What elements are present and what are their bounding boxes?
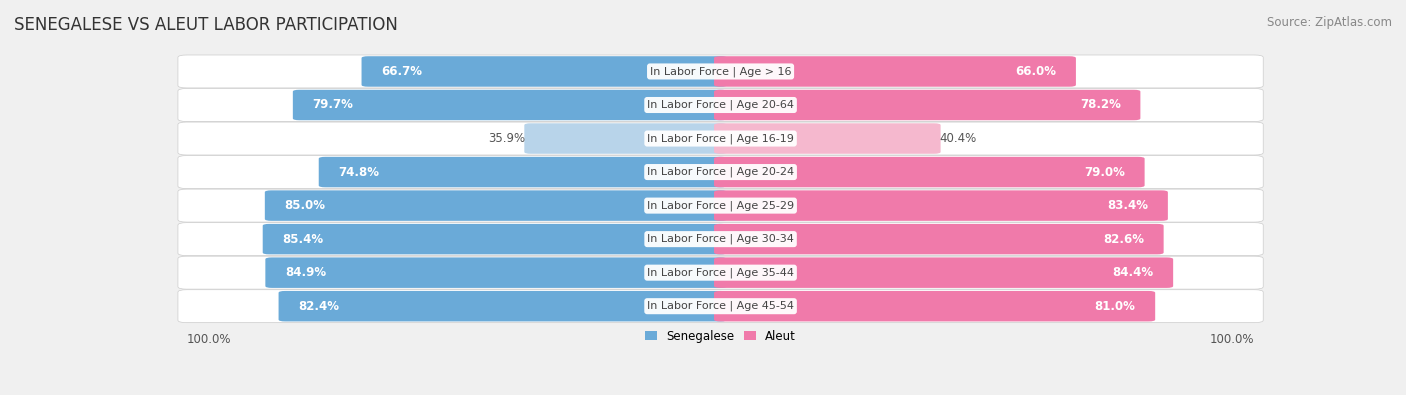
Text: SENEGALESE VS ALEUT LABOR PARTICIPATION: SENEGALESE VS ALEUT LABOR PARTICIPATION — [14, 16, 398, 34]
Text: In Labor Force | Age 35-44: In Labor Force | Age 35-44 — [647, 267, 794, 278]
FancyBboxPatch shape — [714, 190, 1168, 221]
Text: 84.9%: 84.9% — [285, 266, 326, 279]
Text: 84.4%: 84.4% — [1112, 266, 1153, 279]
Text: In Labor Force | Age 20-24: In Labor Force | Age 20-24 — [647, 167, 794, 177]
FancyBboxPatch shape — [361, 56, 727, 87]
FancyBboxPatch shape — [714, 123, 941, 154]
FancyBboxPatch shape — [179, 55, 1263, 88]
FancyBboxPatch shape — [714, 224, 1164, 254]
Text: 82.4%: 82.4% — [298, 300, 339, 313]
FancyBboxPatch shape — [714, 90, 1140, 120]
FancyBboxPatch shape — [278, 291, 727, 322]
FancyBboxPatch shape — [714, 291, 1156, 322]
FancyBboxPatch shape — [179, 256, 1263, 289]
FancyBboxPatch shape — [264, 190, 727, 221]
FancyBboxPatch shape — [714, 157, 1144, 187]
Legend: Senegalese, Aleut: Senegalese, Aleut — [645, 329, 796, 342]
Text: 82.6%: 82.6% — [1104, 233, 1144, 246]
FancyBboxPatch shape — [714, 258, 1173, 288]
FancyBboxPatch shape — [266, 258, 727, 288]
Text: 85.4%: 85.4% — [283, 233, 323, 246]
FancyBboxPatch shape — [714, 56, 1076, 87]
Text: 79.0%: 79.0% — [1084, 166, 1125, 179]
Text: In Labor Force | Age 20-64: In Labor Force | Age 20-64 — [647, 100, 794, 110]
Text: In Labor Force | Age 45-54: In Labor Force | Age 45-54 — [647, 301, 794, 311]
FancyBboxPatch shape — [319, 157, 727, 187]
FancyBboxPatch shape — [524, 123, 727, 154]
FancyBboxPatch shape — [179, 189, 1263, 222]
FancyBboxPatch shape — [179, 290, 1263, 323]
Text: 35.9%: 35.9% — [488, 132, 526, 145]
FancyBboxPatch shape — [179, 156, 1263, 188]
FancyBboxPatch shape — [263, 224, 727, 254]
Text: 83.4%: 83.4% — [1108, 199, 1149, 212]
Text: In Labor Force | Age 30-34: In Labor Force | Age 30-34 — [647, 234, 794, 245]
FancyBboxPatch shape — [292, 90, 727, 120]
Text: 78.2%: 78.2% — [1080, 98, 1121, 111]
Text: 66.7%: 66.7% — [381, 65, 422, 78]
FancyBboxPatch shape — [179, 88, 1263, 121]
Text: 100.0%: 100.0% — [187, 333, 231, 346]
Text: Source: ZipAtlas.com: Source: ZipAtlas.com — [1267, 16, 1392, 29]
FancyBboxPatch shape — [179, 223, 1263, 256]
Text: In Labor Force | Age 16-19: In Labor Force | Age 16-19 — [647, 133, 794, 144]
Text: 85.0%: 85.0% — [284, 199, 325, 212]
FancyBboxPatch shape — [179, 122, 1263, 155]
Text: 81.0%: 81.0% — [1095, 300, 1136, 313]
Text: 79.7%: 79.7% — [312, 98, 353, 111]
Text: 100.0%: 100.0% — [1211, 333, 1254, 346]
Text: In Labor Force | Age 25-29: In Labor Force | Age 25-29 — [647, 200, 794, 211]
Text: 66.0%: 66.0% — [1015, 65, 1056, 78]
Text: In Labor Force | Age > 16: In Labor Force | Age > 16 — [650, 66, 792, 77]
Text: 74.8%: 74.8% — [339, 166, 380, 179]
Text: 40.4%: 40.4% — [939, 132, 977, 145]
